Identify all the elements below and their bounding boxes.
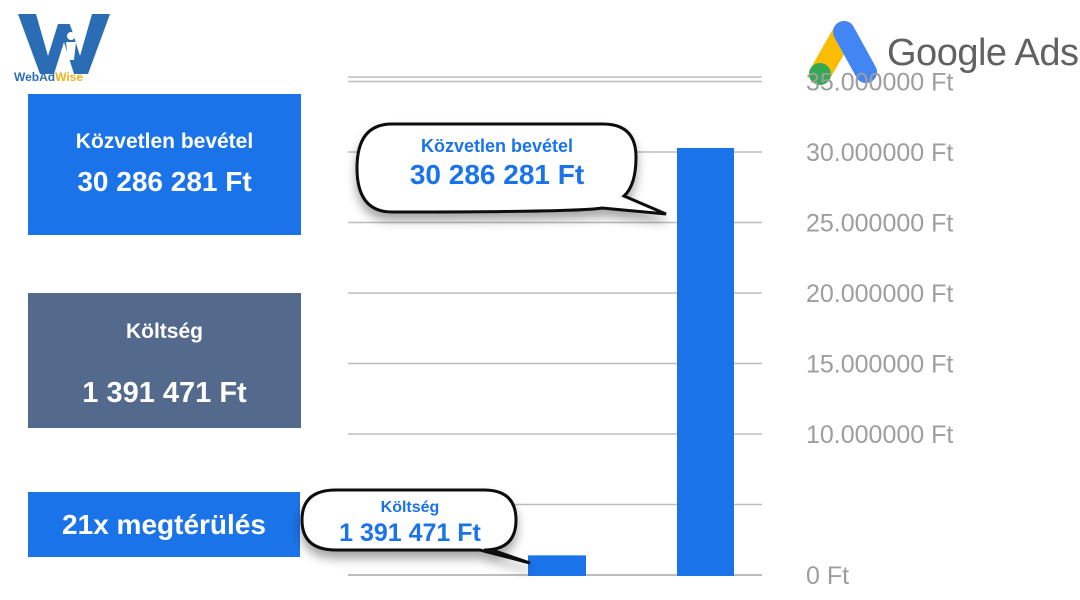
y-tick-label: 25.000000 Ft [806,209,953,237]
y-tick-label: 30.000000 Ft [806,139,953,167]
bar-revenue [677,147,734,576]
google-ads-wordmark: Google Ads [887,32,1079,74]
roi-stat-box: 21x megtérülés [28,492,300,557]
y-tick-label: 15.000000 Ft [806,350,953,378]
brand-name-part1: WebAd [14,70,56,84]
cost-stat-value: 1 391 471 Ft [82,377,247,409]
y-tick-label: 20.000000 Ft [806,280,953,308]
webadwise-logo-icon [18,14,110,74]
cost-callout-bubble [300,488,531,565]
revenue-callout: Közvetlen bevétel 30 286 281 Ft [356,124,638,191]
revenue-stat-label: Közvetlen bevétel [75,130,254,153]
revenue-stat-value: 30 286 281 Ft [77,166,252,197]
cost-stat-label: Költség [125,320,203,343]
cost-callout-label: Költség [380,499,440,516]
revenue-callout-bubble [355,122,667,216]
revenue-callout-label: Közvetlen bevétel [420,136,574,156]
cost-callout-value: 1 391 471 Ft [339,519,481,547]
y-tick-label: 0 Ft [806,562,849,590]
brand-name-part2: Wise [55,70,84,84]
revenue-stat-box: Közvetlen bevétel 30 286 281 Ft [28,94,301,235]
roi-stat-label: 21x megtérülés [62,509,266,540]
cost-stat-box: Költség 1 391 471 Ft [28,293,301,428]
webadwise-wordmark: WebAdWise [14,70,83,84]
bar-cost [528,555,586,576]
google-ads-logo-icon [809,21,877,85]
revenue-callout-value: 30 286 281 Ft [409,159,585,190]
cost-callout: Költség 1 391 471 Ft [302,490,518,548]
y-tick-label: 10.000000 Ft [806,421,953,449]
y-tick-label: 35.000000 Ft [806,68,953,96]
